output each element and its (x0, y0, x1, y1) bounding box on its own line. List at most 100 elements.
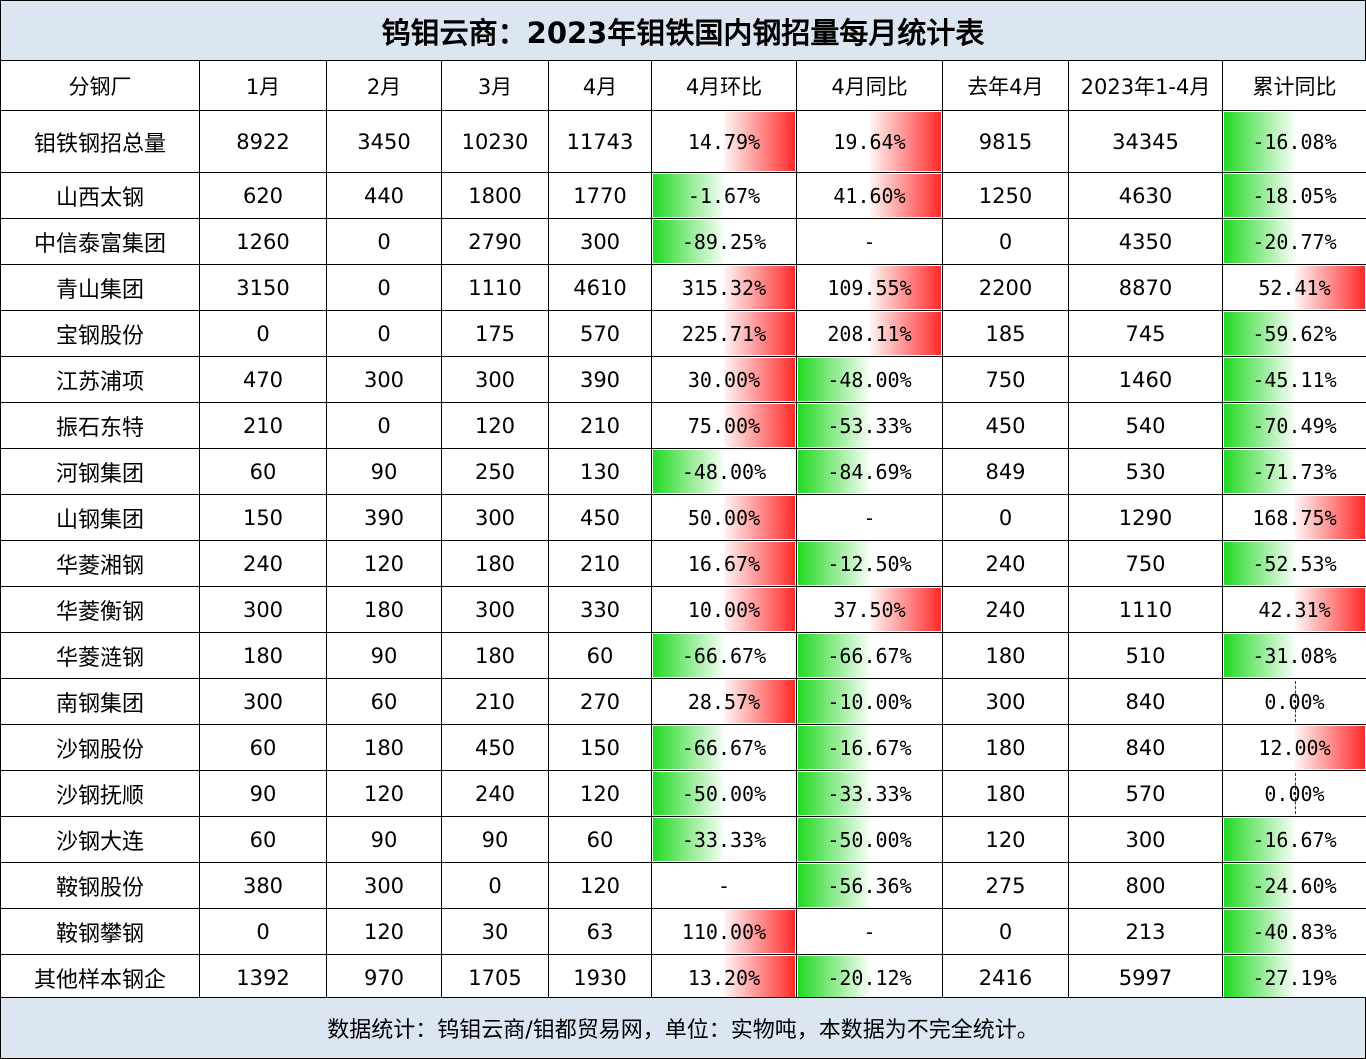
table-row: 鞍钢攀钢 0 120 30 63 110.00% -0 213 -40.83% (0, 908, 1366, 955)
cell-last-apr: 2416 (942, 954, 1069, 1001)
cell-apr-mom: -66.67% (651, 724, 797, 771)
cell-apr-mom: 14.79% (651, 110, 797, 173)
apr-yoy-data-bar (869, 588, 941, 631)
cell-mar: 175 (441, 310, 549, 357)
apr-mom-data-bar (724, 588, 795, 631)
apr-mom-data-bar (653, 450, 724, 493)
cell-last-apr: 180 (942, 632, 1069, 679)
apr-yoy-data-bar (869, 312, 941, 355)
apr-mom-data-bar (724, 542, 795, 585)
cell-jan: 60 (199, 816, 327, 863)
apr-mom-value: 13.20% (687, 965, 761, 990)
cell-factory-name: 鞍钢股份 (0, 862, 200, 909)
cell-apr-mom: 16.67% (651, 540, 797, 587)
cell-apr-mom: -48.00% (651, 448, 797, 495)
cum-yoy-value: 0.00% (1264, 689, 1325, 714)
cell-factory-name: 山钢集团 (0, 494, 200, 541)
cell-ytd: 750 (1068, 540, 1223, 587)
cell-last-apr: 240 (942, 540, 1069, 587)
apr-mom-value: 75.00% (687, 413, 761, 438)
cell-cum-yoy: -70.49% (1222, 402, 1366, 449)
apr-yoy-value: -10.00% (827, 689, 912, 714)
cell-last-apr: 300 (942, 678, 1069, 725)
cell-last-apr: 9815 (942, 110, 1069, 173)
table-row: 华菱衡钢 300 180 300 330 10.00% 37.50% 240 1110 42.31… (0, 586, 1366, 633)
apr-yoy-value: 109.55% (827, 275, 912, 300)
cell-last-apr: 275 (942, 862, 1069, 909)
cell-ytd: 5997 (1068, 954, 1223, 1001)
cum-yoy-data-bar (1224, 956, 1295, 999)
cell-ytd: 4630 (1068, 172, 1223, 219)
cum-yoy-value: -18.05% (1252, 183, 1337, 208)
cell-ytd: 540 (1068, 402, 1223, 449)
cell-feb: 300 (326, 356, 442, 403)
cum-yoy-data-bar (1294, 496, 1365, 539)
cum-yoy-value: -16.67% (1252, 827, 1337, 852)
apr-mom-value: 50.00% (687, 505, 761, 530)
apr-mom-data-bar (653, 726, 724, 769)
cell-apr-mom: 13.20% (651, 954, 797, 1001)
cell-factory-name: 沙钢股份 (0, 724, 200, 771)
cell-ytd: 8870 (1068, 264, 1223, 311)
cell-apr: 570 (548, 310, 652, 357)
cell-mar: 90 (441, 816, 549, 863)
cell-cum-yoy: -71.73% (1222, 448, 1366, 495)
cell-cum-yoy: -31.08% (1222, 632, 1366, 679)
cell-apr-mom: 225.71% (651, 310, 797, 357)
cum-yoy-data-bar (1224, 112, 1295, 171)
cell-jan: 0 (199, 908, 327, 955)
cell-last-apr: 750 (942, 356, 1069, 403)
cell-jan: 3150 (199, 264, 327, 311)
cell-apr-mom: -89.25% (651, 218, 797, 265)
cell-ytd: 213 (1068, 908, 1223, 955)
apr-mom-value: - (717, 873, 731, 898)
stats-table-body: 分钢厂 1月 2月 3月 4月 4月环比 4月同比 去年4月 2023年1-4月… (0, 60, 1366, 1001)
header-cell-feb: 2月 (326, 60, 442, 111)
cell-apr-yoy: -66.67% (796, 632, 943, 679)
cell-factory-name: 南钢集团 (0, 678, 200, 725)
apr-yoy-value: -56.36% (827, 873, 912, 898)
cell-apr-yoy: -53.33% (796, 402, 943, 449)
cum-yoy-value: 42.31% (1258, 597, 1331, 622)
cell-apr-mom: 110.00% (651, 908, 797, 955)
cell-ytd: 300 (1068, 816, 1223, 863)
cell-apr: 60 (548, 632, 652, 679)
cell-apr: 60 (548, 816, 652, 863)
apr-yoy-data-bar (798, 542, 870, 585)
apr-yoy-data-bar (798, 818, 870, 861)
cum-yoy-value: -45.11% (1252, 367, 1337, 392)
apr-yoy-data-bar (798, 680, 870, 723)
cell-apr-mom: 315.32% (651, 264, 797, 311)
cell-apr-mom: -1.67% (651, 172, 797, 219)
cell-cum-yoy: -18.05% (1222, 172, 1366, 219)
cell-apr: 1770 (548, 172, 652, 219)
table-row: 沙钢大连 60 90 90 60 -33.33% -50.00% 120 300 -16.67% (0, 816, 1366, 863)
apr-mom-data-bar (724, 496, 795, 539)
cell-feb: 180 (326, 724, 442, 771)
cum-yoy-data-bar (1294, 588, 1365, 631)
cell-last-apr: 1250 (942, 172, 1069, 219)
table-row: 中信泰富集团 1260 0 2790 300 -89.25% -0 4350 -20.77% (0, 218, 1366, 265)
cum-yoy-data-bar (1224, 312, 1295, 355)
header-cell-apr: 4月 (548, 60, 652, 111)
table-row: 山钢集团 150 390 300 450 50.00% - 0 1290 168.75% (0, 494, 1366, 541)
cell-ytd: 745 (1068, 310, 1223, 357)
apr-mom-value: 10.00% (687, 597, 761, 622)
cell-last-apr: 0 (942, 908, 1069, 955)
cell-cum-yoy: -16.08% (1222, 110, 1366, 173)
header-row: 分钢厂 1月 2月 3月 4月 4月环比 4月同比 去年4月 2023年1-4月… (0, 60, 1366, 111)
cell-factory-name: 山西太钢 (0, 172, 200, 219)
cell-cum-yoy: -52.53% (1222, 540, 1366, 587)
cell-factory-name: 中信泰富集团 (0, 218, 200, 265)
cell-apr: 120 (548, 862, 652, 909)
cell-apr-mom: 28.57% (651, 678, 797, 725)
apr-mom-value: -50.00% (681, 781, 767, 806)
cell-cum-yoy: -45.11% (1222, 356, 1366, 403)
cell-cum-yoy: 12.00% (1222, 724, 1366, 771)
cell-feb: 120 (326, 770, 442, 817)
cell-mar: 300 (441, 356, 549, 403)
cell-apr-yoy: -16.67% (796, 724, 943, 771)
cum-yoy-value: -71.73% (1252, 459, 1337, 484)
cum-yoy-value: -59.62% (1252, 321, 1337, 346)
cell-apr-yoy: -10.00% (796, 678, 943, 725)
